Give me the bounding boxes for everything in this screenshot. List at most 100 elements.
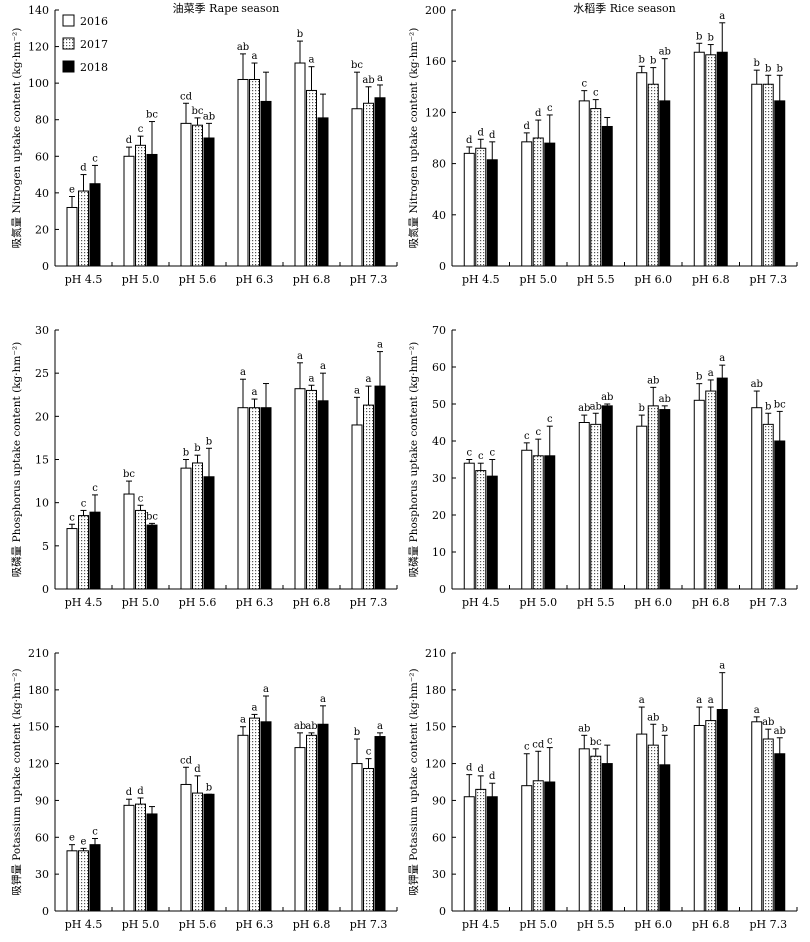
bar-2017 xyxy=(532,137,544,267)
y-tick-label: 150 xyxy=(425,721,446,734)
legend-label: 2017 xyxy=(80,38,108,51)
x-tick-label: pH 5.5 xyxy=(577,918,615,931)
bar-2018 xyxy=(203,137,215,267)
significance-letter: a xyxy=(719,11,725,22)
significance-letter: bc xyxy=(146,511,158,522)
significance-letter: ab xyxy=(362,75,374,86)
y-tick-label: 120 xyxy=(28,758,49,771)
bar-2018 xyxy=(659,100,671,267)
bar-2018 xyxy=(659,764,671,912)
bar-2017 xyxy=(306,389,317,590)
bar-2016 xyxy=(693,724,705,912)
bar-2017 xyxy=(532,780,544,912)
y-tick-label: 0 xyxy=(42,260,49,273)
significance-letter: d xyxy=(466,763,473,774)
bar-2016 xyxy=(294,388,306,590)
bar-2018 xyxy=(374,97,386,267)
bar-2017 xyxy=(475,788,487,912)
significance-letter: c xyxy=(138,124,144,135)
bar-2016 xyxy=(66,206,78,267)
bar-2018 xyxy=(146,153,158,267)
bar-2017 xyxy=(306,89,317,267)
y-tick-label: 10 xyxy=(35,497,49,510)
bar-2018 xyxy=(601,125,613,267)
y-axis-label: 吸磷量 Phosphorus uptake content (kg·hm⁻²) xyxy=(10,342,23,577)
y-tick-label: 0 xyxy=(439,905,446,918)
significance-letter: bc xyxy=(191,106,203,117)
bar-2016 xyxy=(693,399,705,590)
significance-letter: c xyxy=(69,512,75,523)
significance-letter: ab xyxy=(601,392,613,403)
significance-letter: ab xyxy=(762,717,774,728)
significance-letter: b xyxy=(765,401,771,412)
x-tick-label: pH 6.3 xyxy=(236,918,274,931)
significance-letter: b xyxy=(206,782,212,793)
significance-letter: bc xyxy=(590,737,602,748)
significance-letter: a xyxy=(708,695,714,706)
x-tick-label: pH 6.0 xyxy=(634,273,672,286)
y-tick-label: 20 xyxy=(35,223,49,236)
legend-label: 2018 xyxy=(80,61,108,74)
significance-letter: b xyxy=(754,58,760,69)
significance-letter: ab xyxy=(774,726,786,737)
significance-letter: ab xyxy=(578,403,590,414)
bar-2016 xyxy=(180,122,192,267)
significance-letter: c xyxy=(92,483,98,494)
bar-2017 xyxy=(590,423,602,590)
bar-2018 xyxy=(716,709,728,912)
significance-letter: b xyxy=(696,31,702,42)
x-tick-label: pH 6.8 xyxy=(692,918,730,931)
significance-letter: c xyxy=(138,493,144,504)
y-tick-label: 60 xyxy=(432,831,446,844)
significance-letter: ab xyxy=(659,394,671,405)
x-tick-label: pH 4.5 xyxy=(65,596,103,609)
bar-2018 xyxy=(716,51,728,267)
bar-2016 xyxy=(294,747,306,912)
bar-2017 xyxy=(78,515,89,590)
bar-2018 xyxy=(486,796,498,912)
x-tick-label: pH 5.6 xyxy=(179,918,217,931)
bar-2016 xyxy=(751,407,763,590)
significance-letter: d xyxy=(478,127,485,138)
x-tick-label: pH 4.5 xyxy=(462,596,500,609)
bar-2016 xyxy=(351,108,363,267)
bar-2018 xyxy=(317,400,329,590)
legend-swatch-2017 xyxy=(62,37,75,50)
y-tick-label: 10 xyxy=(432,546,446,559)
significance-letter: a xyxy=(377,73,383,84)
significance-letter: a xyxy=(252,702,258,713)
bar-2017 xyxy=(762,738,774,912)
y-tick-label: 0 xyxy=(42,583,49,596)
significance-letter: b xyxy=(194,443,200,454)
x-tick-label: pH 5.0 xyxy=(519,918,557,931)
bar-2016 xyxy=(521,141,533,267)
bar-2017 xyxy=(135,509,146,590)
bar-2018 xyxy=(544,142,556,267)
y-tick-label: 0 xyxy=(439,260,446,273)
bar-2017 xyxy=(78,190,89,267)
bar-2017 xyxy=(363,767,374,912)
y-tick-label: 200 xyxy=(425,4,446,17)
significance-letter: b xyxy=(183,448,189,459)
x-tick-label: pH 5.5 xyxy=(577,273,615,286)
significance-letter: b xyxy=(639,403,645,414)
y-tick-label: 150 xyxy=(28,721,49,734)
bar-2018 xyxy=(260,721,272,912)
y-tick-label: 70 xyxy=(432,324,446,337)
bar-2017 xyxy=(192,792,203,912)
y-tick-label: 0 xyxy=(439,583,446,596)
bar-2016 xyxy=(463,462,475,590)
significance-letter: ab xyxy=(590,401,602,412)
significance-letter: d xyxy=(126,787,133,798)
x-tick-label: pH 6.3 xyxy=(236,273,274,286)
y-tick-label: 120 xyxy=(28,41,49,54)
chart-title: 水稻季 Rice season xyxy=(573,2,676,15)
chart-panel-5: 0 30 60 90 120 150 180 210 吸钾量 Potassium uptake … xyxy=(10,647,398,931)
significance-letter: d xyxy=(524,121,531,132)
bar-2018 xyxy=(544,455,556,590)
significance-letter: b xyxy=(206,436,212,447)
bar-2018 xyxy=(601,405,613,590)
y-tick-label: 120 xyxy=(425,758,446,771)
significance-letter: bc xyxy=(774,399,786,410)
bar-2017 xyxy=(590,108,602,267)
